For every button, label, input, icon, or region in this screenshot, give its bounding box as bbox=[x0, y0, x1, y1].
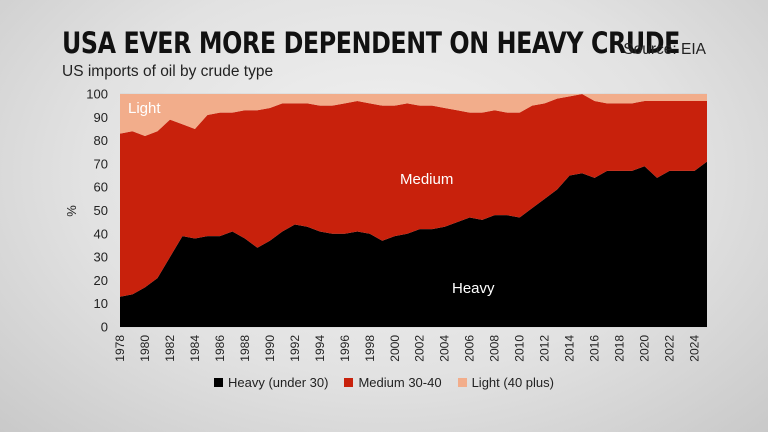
area-label-medium: Medium bbox=[400, 171, 453, 188]
x-axis-ticks: 1978 1980 1982 1984 1986 1988 1990 1992 1994 1996… bbox=[113, 335, 702, 362]
x-tick-label: 1990 bbox=[263, 335, 277, 362]
legend-item-medium: Medium 30-40 bbox=[344, 375, 442, 390]
x-tick-label: 2016 bbox=[588, 335, 602, 362]
y-tick-label: 60 bbox=[94, 180, 108, 195]
x-tick-label: 2014 bbox=[563, 335, 577, 362]
legend-label-heavy: Heavy (under 30) bbox=[228, 375, 329, 390]
y-tick-label: 0 bbox=[101, 320, 108, 335]
x-tick-label: 2000 bbox=[388, 335, 402, 362]
legend-swatch-heavy bbox=[214, 378, 224, 387]
area-heavy bbox=[120, 161, 707, 327]
x-tick-label: 2002 bbox=[413, 335, 427, 362]
y-axis-ticks: 0 10 20 30 40 50 60 70 80 90 100 bbox=[86, 87, 108, 335]
area-light bbox=[120, 94, 707, 136]
x-tick-label: 1996 bbox=[338, 335, 352, 362]
area-medium bbox=[120, 94, 707, 297]
x-tick-label: 2004 bbox=[438, 335, 452, 362]
area-label-light: Light bbox=[128, 100, 161, 117]
legend-item-heavy: Heavy (under 30) bbox=[214, 375, 328, 390]
y-tick-label: 70 bbox=[94, 156, 108, 171]
x-tick-label: 1984 bbox=[188, 335, 202, 362]
x-tick-label: 2024 bbox=[688, 335, 702, 362]
y-tick-label: 20 bbox=[94, 273, 108, 288]
x-tick-label: 2010 bbox=[513, 335, 527, 362]
source-label: Source: EIA bbox=[623, 41, 706, 58]
y-tick-label: 80 bbox=[94, 133, 108, 148]
legend: Heavy (under 30) Medium 30-40 Light (40 … bbox=[0, 375, 768, 390]
legend-label-medium: Medium 30-40 bbox=[358, 375, 442, 390]
legend-item-light: Light (40 plus) bbox=[457, 375, 554, 390]
y-tick-label: 100 bbox=[86, 87, 108, 102]
x-tick-label: 2018 bbox=[613, 335, 627, 362]
x-tick-label: 1992 bbox=[288, 335, 302, 362]
x-tick-label: 2020 bbox=[638, 335, 652, 362]
x-tick-label: 1982 bbox=[163, 335, 177, 362]
chart-title: USA EVER MORE DEPENDENT ON HEAVY CRUDE bbox=[62, 26, 680, 60]
legend-label-light: Light (40 plus) bbox=[471, 375, 554, 390]
y-tick-label: 50 bbox=[94, 203, 108, 218]
chart-subtitle: US imports of oil by crude type bbox=[62, 63, 274, 80]
x-tick-label: 1986 bbox=[213, 335, 227, 362]
x-tick-label: 1998 bbox=[363, 335, 377, 362]
x-tick-label: 1994 bbox=[313, 335, 327, 362]
area-label-heavy: Heavy bbox=[452, 280, 495, 297]
x-tick-label: 2008 bbox=[488, 335, 502, 362]
y-tick-label: 40 bbox=[94, 226, 108, 241]
y-tick-label: 30 bbox=[94, 250, 108, 265]
y-tick-label: 10 bbox=[94, 296, 108, 311]
x-tick-label: 2022 bbox=[663, 335, 677, 362]
legend-swatch-light bbox=[457, 378, 467, 387]
x-tick-label: 1988 bbox=[238, 335, 252, 362]
x-tick-label: 2012 bbox=[538, 335, 552, 362]
legend-swatch-medium bbox=[344, 378, 354, 387]
x-tick-label: 1980 bbox=[138, 335, 152, 362]
x-tick-label: 1978 bbox=[113, 335, 127, 362]
x-tick-label: 2006 bbox=[463, 335, 477, 362]
stacked-areas bbox=[120, 94, 707, 327]
y-tick-label: 90 bbox=[94, 110, 108, 125]
y-axis-label: % bbox=[64, 205, 79, 217]
